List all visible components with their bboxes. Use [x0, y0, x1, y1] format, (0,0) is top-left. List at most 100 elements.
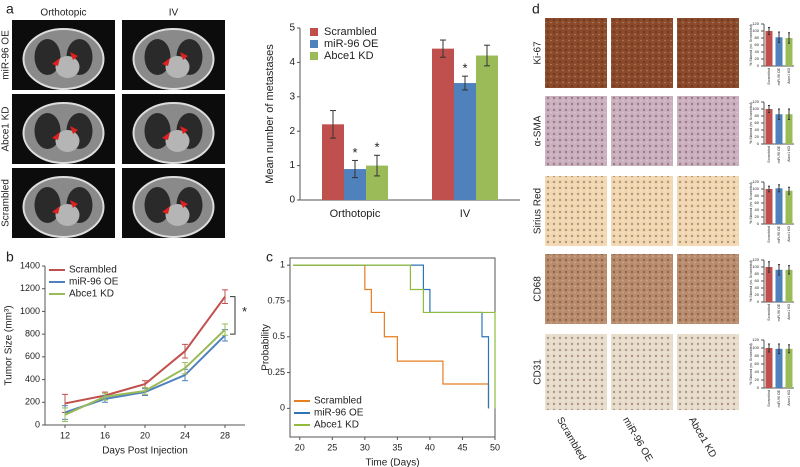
- bar: [775, 348, 783, 388]
- ct-lung: [34, 39, 61, 75]
- legend-label: Scrambled: [324, 26, 377, 38]
- column-label: miR-96 OE: [620, 415, 654, 464]
- ct-heart: [165, 56, 190, 78]
- x-tick-label: IV: [460, 208, 471, 220]
- y-tick-label: 120: [752, 21, 759, 26]
- y-tick-label: 100: [752, 28, 759, 33]
- legend-swatch: [310, 40, 318, 48]
- y-axis-label: % Stained (vs. Scrambled): [749, 102, 753, 143]
- y-tick-label: 400: [25, 374, 40, 384]
- bar: [765, 189, 773, 224]
- ct-lung: [144, 39, 171, 75]
- x-tick-label: miR-96 OE: [777, 389, 781, 407]
- x-tick-label: 25: [327, 442, 337, 452]
- ct-arrow: [162, 206, 170, 214]
- y-tick-label: 20: [755, 214, 760, 219]
- x-tick-label: 30: [360, 442, 370, 452]
- legend-label: Abce1 KD: [324, 50, 374, 62]
- row-label: Abce1 KD: [1, 106, 12, 151]
- ct-arrow: [180, 52, 188, 60]
- x-tick-label: 28: [220, 430, 230, 440]
- bar: [765, 348, 773, 388]
- x-tick-label: Scrambled: [767, 390, 771, 407]
- y-tick-label: 0.25: [267, 367, 285, 377]
- x-tick-label: 45: [457, 442, 467, 452]
- bar: [476, 55, 498, 200]
- y-tick-label: 20: [755, 292, 760, 297]
- x-axis-label: Time (Days): [365, 458, 419, 467]
- ct-heart: [55, 204, 80, 226]
- column-label: IV: [169, 8, 179, 19]
- y-tick-label: 0: [757, 63, 760, 68]
- y-tick-label: 120: [752, 99, 759, 104]
- legend-swatch: [310, 28, 318, 36]
- row-label: Ki-67: [533, 41, 544, 65]
- bar: [344, 169, 366, 200]
- y-tick-label: 120: [752, 257, 759, 262]
- y-axis-label: % Stained (vs. Scrambled): [749, 260, 753, 301]
- ct-arrow: [52, 132, 60, 140]
- ct-arrow: [162, 58, 170, 66]
- x-tick-label: 20: [140, 430, 150, 440]
- legend-label: miR-96 OE: [69, 277, 119, 288]
- bar: [765, 109, 773, 144]
- x-tick-label: miR-96 OE: [777, 67, 781, 85]
- row-label: Scrambled: [1, 179, 12, 227]
- legend-label: Abce1 KD: [314, 420, 359, 431]
- y-tick-label: 0: [289, 195, 295, 206]
- y-tick-label: 80: [755, 353, 760, 358]
- y-axis-label: Tumor Size (mm³): [4, 305, 15, 385]
- histology-texture: [545, 334, 607, 410]
- y-tick-label: 3: [289, 91, 295, 102]
- y-tick-label: 80: [755, 35, 760, 40]
- y-tick-label: 120: [752, 179, 759, 184]
- legend-label: Scrambled: [69, 265, 117, 276]
- significance-marker: *: [374, 140, 379, 155]
- x-tick-label: Abce1 KD: [787, 304, 791, 320]
- bar: [322, 124, 344, 200]
- y-tick-label: 1000: [20, 306, 40, 316]
- y-tick-label: 40: [755, 285, 760, 290]
- bar: [765, 31, 773, 66]
- x-tick-label: Scrambled: [767, 146, 771, 163]
- legend-swatch: [310, 52, 318, 60]
- line: [64, 334, 226, 414]
- y-tick-label: 80: [755, 193, 760, 198]
- y-tick-label: 0: [757, 385, 760, 390]
- bar: [454, 83, 476, 200]
- histology-texture: [545, 18, 607, 88]
- legend-label: miR-96 OE: [314, 408, 364, 419]
- y-axis-label: % Stained (vs. Scrambled): [749, 24, 753, 65]
- y-tick-label: 1200: [20, 283, 40, 293]
- panel-label: d: [532, 1, 540, 17]
- row-label: CD68: [533, 276, 544, 302]
- x-tick-label: Scrambled: [767, 226, 771, 243]
- histology-texture: [677, 96, 739, 166]
- histology-texture: [611, 176, 673, 246]
- survival-line: [293, 264, 496, 409]
- ct-heart: [165, 130, 190, 152]
- histology-texture: [545, 254, 607, 324]
- y-tick-label: 60: [755, 42, 760, 47]
- legend-label: miR-96 OE: [324, 38, 378, 50]
- x-tick-label: Abce1 KD: [787, 68, 791, 84]
- y-tick-label: 40: [755, 207, 760, 212]
- ct-lung: [34, 113, 61, 149]
- y-tick-label: 20: [755, 134, 760, 139]
- histology-texture: [611, 18, 673, 88]
- y-tick-label: 4: [289, 57, 295, 68]
- x-tick-label: 35: [392, 442, 402, 452]
- column-label: Orthotopic: [40, 8, 86, 19]
- ct-heart: [55, 56, 80, 78]
- y-tick-label: 1400: [20, 260, 40, 270]
- legend-label: Abce1 KD: [69, 289, 114, 300]
- y-tick-label: 60: [755, 278, 760, 283]
- x-tick-label: miR-96 OE: [777, 225, 781, 243]
- y-tick-label: 80: [755, 113, 760, 118]
- x-tick-label: Scrambled: [767, 68, 771, 85]
- x-tick-label: 40: [425, 442, 435, 452]
- x-tick-label: 16: [100, 430, 110, 440]
- x-tick-label: miR-96 OE: [777, 303, 781, 321]
- row-label: miR-96 OE: [1, 30, 12, 80]
